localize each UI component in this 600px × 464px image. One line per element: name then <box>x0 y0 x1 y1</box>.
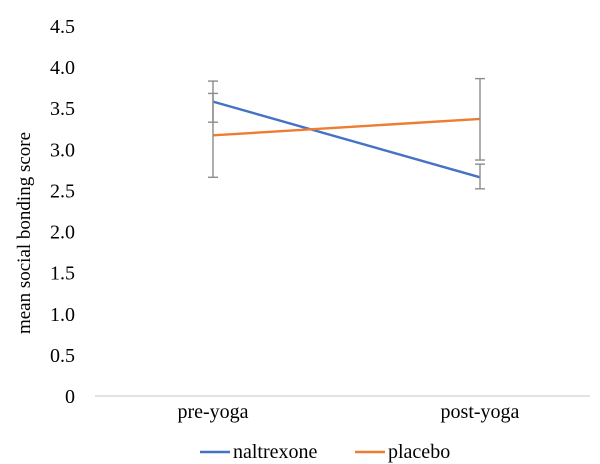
y-tick-labels: 0 0.5 1.0 1.5 2.0 2.5 3.0 3.5 4.0 4.5 <box>50 16 75 408</box>
y-tick-label: 1.0 <box>50 304 75 326</box>
y-tick-label: 0.5 <box>50 345 75 367</box>
error-bar-naltrexone <box>475 163 485 190</box>
error-bar-placebo <box>475 77 485 161</box>
y-tick-label: 3.5 <box>50 98 75 120</box>
error-bars <box>208 77 485 190</box>
series-line-placebo <box>212 117 481 137</box>
series-lines <box>212 100 481 179</box>
error-bar-placebo <box>208 80 218 123</box>
y-tick-label: 4.5 <box>50 16 75 38</box>
x-tick-label: pre-yoga <box>177 401 248 423</box>
legend-item-naltrexone: naltrexone <box>200 441 318 463</box>
y-axis-label: mean social bonding score <box>14 132 35 334</box>
y-tick-label: 3.0 <box>50 139 75 161</box>
y-tick-label: 0 <box>65 386 75 408</box>
y-tick-label: 2.0 <box>50 222 75 244</box>
series-line-naltrexone <box>212 100 481 179</box>
y-tick-label: 4.0 <box>50 57 75 79</box>
x-tick-labels: pre-yoga post-yoga <box>177 401 519 423</box>
y-tick-label: 1.5 <box>50 263 75 285</box>
y-tick-label: 2.5 <box>50 180 75 202</box>
legend-item-placebo: placebo <box>355 441 450 463</box>
x-tick-label: post-yoga <box>441 401 520 423</box>
legend-label: placebo <box>388 441 450 463</box>
legend: naltrexone placebo <box>200 441 450 463</box>
legend-label: naltrexone <box>233 441 318 463</box>
